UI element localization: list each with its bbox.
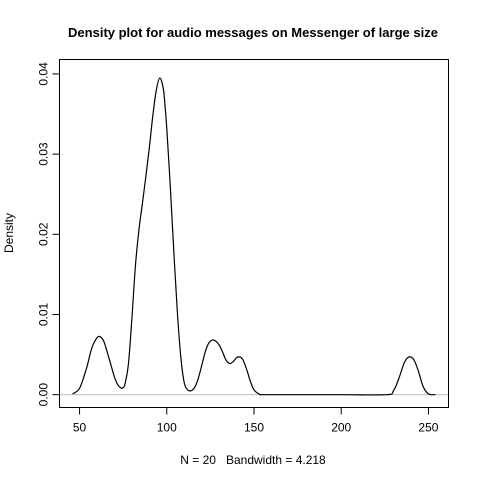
y-tick-label: 0.03	[37, 142, 51, 166]
x-axis: 50 100 150 200 250	[73, 407, 439, 435]
plot-frame	[59, 59, 449, 408]
y-axis-label: Density	[2, 213, 16, 253]
x-tick-label: 200	[331, 421, 351, 435]
density-curve	[72, 77, 436, 396]
y-tick-label: 0.00	[37, 383, 51, 407]
y-tick-label: 0.04	[37, 62, 51, 86]
y-tick-label: 0.02	[37, 222, 51, 246]
x-tick-label: 100	[157, 421, 177, 435]
x-tick-label: 250	[418, 421, 438, 435]
chart-title: Density plot for audio messages on Messe…	[68, 25, 438, 40]
y-axis: 0.00 0.01 0.02 0.03 0.04	[37, 62, 60, 406]
x-axis-label: N = 20 Bandwidth = 4.218	[180, 453, 326, 467]
x-tick-label: 50	[73, 421, 87, 435]
y-tick-label: 0.01	[37, 302, 51, 326]
x-tick-label: 150	[244, 421, 264, 435]
